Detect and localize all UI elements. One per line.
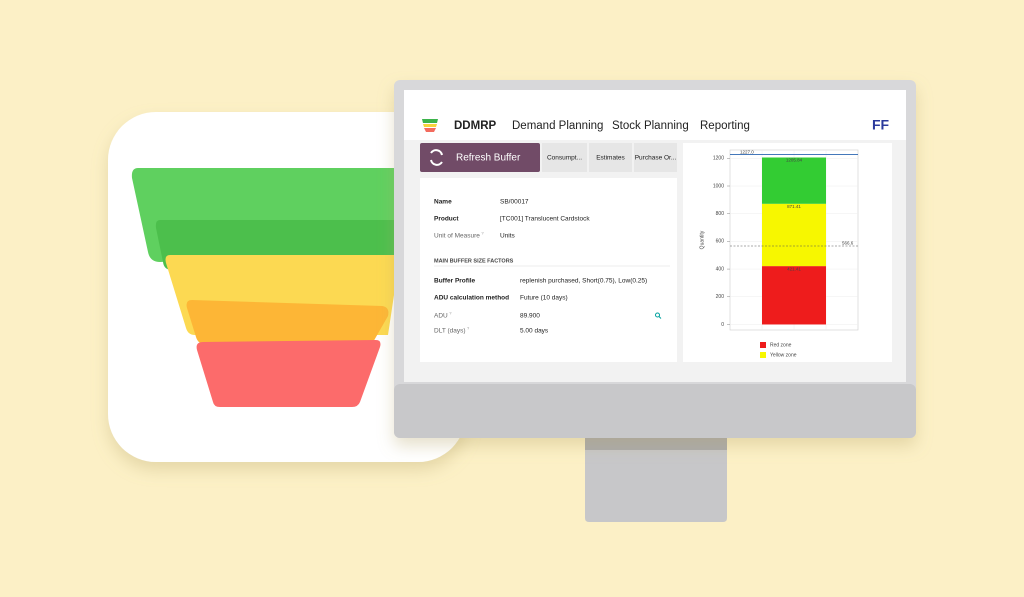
legend-swatch: [760, 342, 766, 348]
menu-item[interactable]: Reporting: [700, 120, 750, 132]
menu-item[interactable]: Stock Planning: [612, 120, 689, 132]
tab-label[interactable]: Purchase Or...: [635, 155, 677, 162]
help-marker: ?: [481, 231, 484, 236]
field-value: replenish purchased, Short(0.75), Low(0.…: [520, 278, 647, 285]
navbar: DDMRP Demand Planning Stock Planning Rep…: [422, 117, 890, 133]
annotation: 1205.84: [786, 158, 803, 163]
field-value: [TC001] Translucent Cardstock: [500, 216, 590, 223]
annotation: 871.41: [787, 204, 801, 209]
y-tick-label: 1200: [713, 156, 724, 162]
legend-swatch: [760, 352, 766, 358]
field-label: ADU: [434, 313, 448, 320]
bar-segment: [762, 266, 826, 325]
form-fields: Name SB/00017 Product [TC001] Translucent C…: [434, 199, 647, 335]
field-label: Buffer Profile: [434, 278, 476, 285]
field-label: Product: [434, 216, 459, 223]
reference-label: 566.6: [842, 241, 854, 246]
bar-segment: [762, 203, 826, 267]
funnel-icon: [131, 168, 410, 407]
field-value: 5.00 days: [520, 328, 549, 335]
section-title: MAIN BUFFER SIZE FACTORS: [434, 258, 514, 264]
tab-label[interactable]: Estimates: [596, 155, 625, 162]
y-tick-label: 0: [721, 322, 724, 328]
field-value: Units: [500, 233, 516, 240]
field-value: 89.900: [520, 313, 540, 320]
tab[interactable]: [542, 143, 587, 172]
refresh-button[interactable]: [420, 143, 540, 172]
y-tick-label: 1000: [713, 183, 724, 189]
brand: DDMRP: [454, 120, 496, 132]
help-marker: ?: [467, 326, 470, 331]
user-avatar[interactable]: FF: [872, 117, 890, 133]
field-label: Unit of Measure: [434, 233, 480, 240]
search-icon[interactable]: [655, 312, 662, 319]
toolbar: Refresh Buffer Consumpt... Estimates Pur…: [420, 143, 677, 172]
chart: 0 200 400 600 800 1000 1200 421.41 871.41 1205.84…: [713, 149, 858, 358]
y-tick-label: 800: [716, 211, 725, 217]
refresh-label[interactable]: Refresh Buffer: [456, 153, 521, 164]
annotation: 421.41: [787, 266, 801, 271]
field-label: ADU calculation method: [434, 295, 509, 302]
y-tick-label: 200: [716, 294, 725, 300]
y-axis-label: Quantity: [699, 230, 705, 249]
field-value: Future (10 days): [520, 295, 568, 302]
tab[interactable]: [589, 143, 632, 172]
legend-label: Red zone: [770, 342, 792, 348]
help-marker: ?: [449, 311, 452, 316]
y-tick-label: 600: [716, 239, 725, 245]
legend-label: Yellow zone: [770, 352, 797, 358]
reference-label: 1227.0: [740, 149, 754, 154]
form-card: [420, 178, 677, 362]
field-label: DLT (days): [434, 328, 466, 335]
tab[interactable]: [634, 143, 677, 172]
field-label: Name: [434, 199, 452, 206]
bar-segment: [762, 157, 826, 204]
y-tick-label: 400: [716, 266, 725, 272]
tab-label[interactable]: Consumpt...: [547, 155, 582, 162]
menu-item[interactable]: Demand Planning: [512, 120, 603, 132]
field-value: SB/00017: [500, 199, 529, 206]
